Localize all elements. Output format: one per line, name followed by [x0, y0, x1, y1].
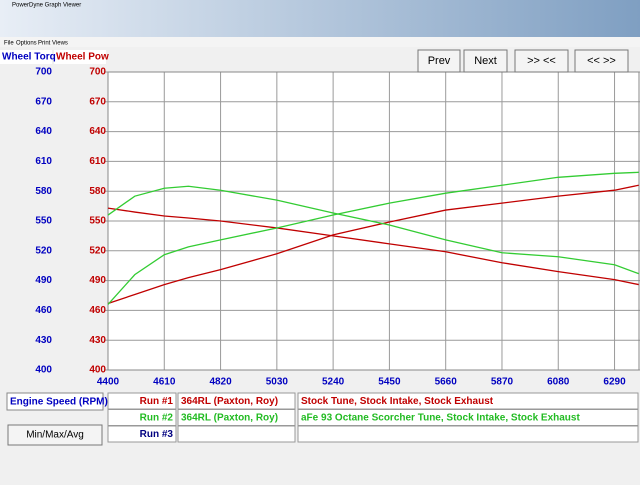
button[interactable] — [463, 49, 508, 73]
menu-item[interactable]: Print Views — [38, 41, 68, 47]
x-tick-label: 4610 — [153, 377, 176, 388]
run-vehicle: 364RL (Paxton, Roy) — [181, 413, 278, 424]
y2-tick-label: 670 — [89, 96, 106, 107]
button[interactable] — [574, 49, 629, 73]
run-vehicle: 364RL (Paxton, Roy) — [181, 396, 278, 407]
button-label[interactable]: Next — [474, 55, 497, 67]
series-line — [107, 185, 639, 275]
x-tick-label: 4400 — [97, 377, 120, 388]
x-tick-label: 6080 — [547, 377, 570, 388]
button-label[interactable]: >> << — [527, 55, 556, 67]
series-line — [107, 171, 639, 305]
y2-tick-label: 460 — [89, 305, 106, 316]
x-tick-label: 5030 — [266, 377, 289, 388]
y-tick-label: 520 — [35, 245, 52, 256]
y2-tick-label: 430 — [89, 335, 106, 346]
x-tick-label: 5870 — [491, 377, 514, 388]
menu-item[interactable]: Options — [16, 41, 37, 47]
y-tick-label: 400 — [35, 365, 52, 376]
menu-bar — [0, 37, 640, 47]
button-label[interactable]: << >> — [587, 55, 616, 67]
run-vehicle-box — [177, 425, 296, 443]
y-tick-label: 670 — [35, 96, 52, 107]
run-label: Run #1 — [140, 396, 174, 407]
y-tick-label: 700 — [35, 67, 52, 78]
y2-tick-label: 640 — [89, 126, 106, 137]
axis-title-box — [54, 50, 106, 64]
x-tick-label: 5450 — [378, 377, 401, 388]
button[interactable] — [7, 424, 103, 446]
x-tick-label: 4820 — [209, 377, 232, 388]
y-tick-label: 490 — [35, 275, 52, 286]
y-tick-label: 460 — [35, 305, 52, 316]
window-title: PowerDyne Graph Viewer — [12, 3, 81, 9]
y-tick-label: 430 — [35, 335, 52, 346]
y2-tick-label: 700 — [89, 67, 106, 78]
run-label: Run #3 — [140, 429, 174, 440]
y-tick-label: 640 — [35, 126, 52, 137]
y2-tick-label: 550 — [89, 216, 106, 227]
x-tick-label: 5240 — [322, 377, 345, 388]
y2-tick-label: 520 — [89, 245, 106, 256]
menu-item[interactable]: File — [4, 41, 14, 47]
axis-title-box — [0, 50, 52, 64]
y2-tick-label: 490 — [89, 275, 106, 286]
x-axis-title: Engine Speed (RPM) — [10, 397, 108, 408]
y-axis-title: Wheel Torq — [2, 52, 56, 63]
run-description: Stock Tune, Stock Intake, Stock Exhaust — [301, 396, 494, 407]
button[interactable] — [514, 49, 569, 73]
x-tick-label: 6290 — [603, 377, 626, 388]
run-description: aFe 93 Octane Scorcher Tune, Stock Intak… — [301, 413, 580, 424]
y2-tick-label: 580 — [89, 186, 106, 197]
y-tick-label: 580 — [35, 186, 52, 197]
run-label-box — [107, 425, 177, 443]
y-tick-label: 550 — [35, 216, 52, 227]
y-tick-label: 610 — [35, 156, 52, 167]
series-line — [107, 184, 639, 305]
run-description-box — [297, 425, 639, 443]
x-tick-label: 5660 — [435, 377, 458, 388]
y2-axis-title: Wheel Pow — [56, 52, 109, 63]
series-line — [107, 207, 639, 286]
button-label[interactable]: Prev — [428, 55, 451, 67]
run-label: Run #2 — [140, 413, 174, 424]
y2-tick-label: 610 — [89, 156, 106, 167]
title-bar — [0, 0, 640, 37]
plot-border — [107, 71, 640, 371]
y2-tick-label: 400 — [89, 365, 106, 376]
x-axis-title-box — [6, 392, 104, 411]
button-label[interactable]: Min/Max/Avg — [26, 430, 84, 441]
button[interactable] — [417, 49, 461, 73]
